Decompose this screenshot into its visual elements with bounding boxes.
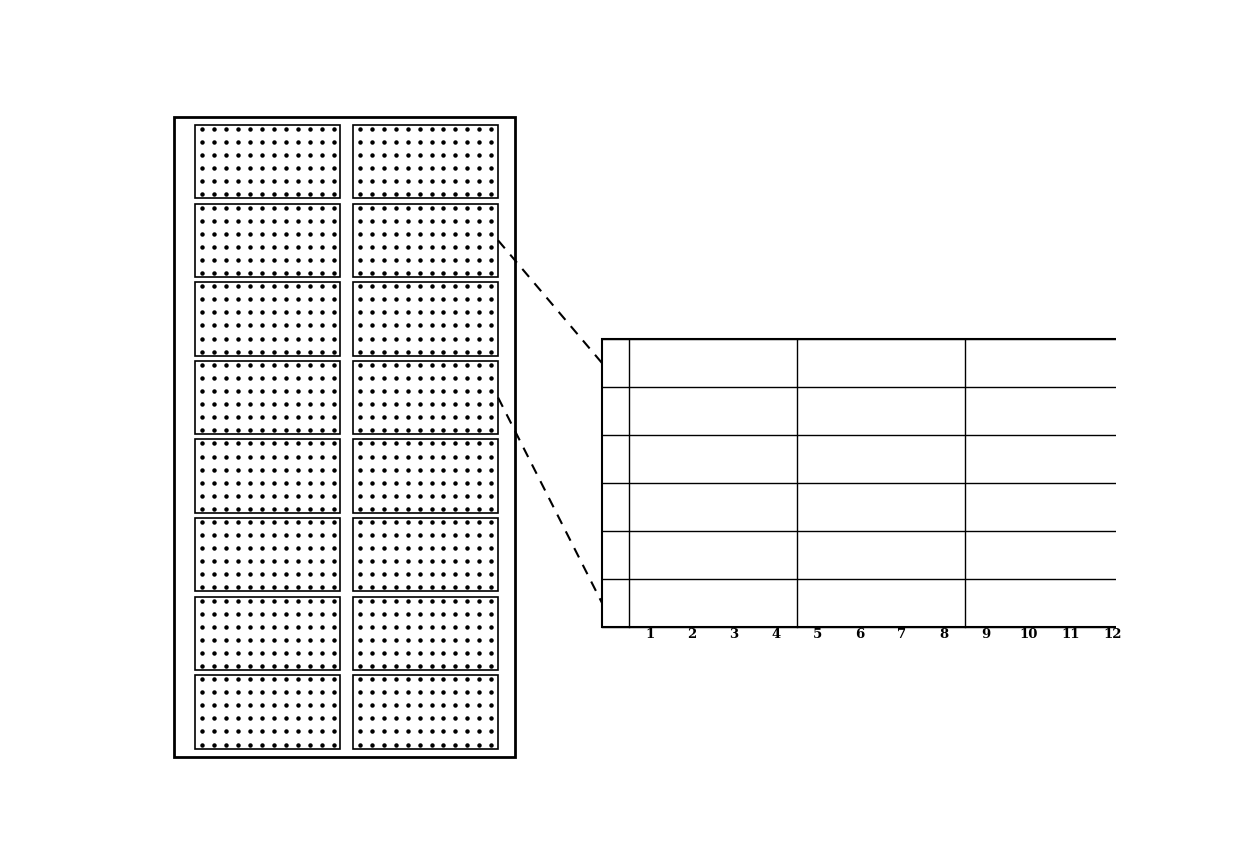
Text: Biotinylated BSA: Biotinylated BSA — [986, 596, 1112, 609]
Text: G-CSF: G-CSF — [1025, 452, 1073, 465]
Text: 2: 2 — [610, 404, 620, 417]
FancyBboxPatch shape — [353, 282, 498, 356]
Text: ENA-78: ENA-78 — [684, 356, 742, 369]
Text: 12: 12 — [1104, 628, 1121, 641]
Text: uPAR: uPAR — [1029, 548, 1069, 561]
Text: 6: 6 — [856, 628, 864, 641]
Text: MIF: MIF — [698, 500, 728, 513]
Text: HB-EGF: HB-EGF — [851, 500, 911, 513]
Text: VEGF-D: VEGF-D — [1021, 356, 1078, 369]
Text: 9: 9 — [982, 628, 991, 641]
FancyBboxPatch shape — [196, 203, 341, 277]
FancyBboxPatch shape — [196, 361, 341, 434]
Text: 11: 11 — [1061, 628, 1080, 641]
FancyBboxPatch shape — [174, 117, 516, 757]
Text: 2: 2 — [687, 628, 697, 641]
FancyBboxPatch shape — [353, 439, 498, 513]
Text: MPIF-1: MPIF-1 — [686, 596, 740, 609]
Text: TNF-RI: TNF-RI — [1023, 500, 1076, 513]
Text: MDC: MDC — [694, 452, 732, 465]
Text: 3: 3 — [611, 452, 620, 465]
FancyBboxPatch shape — [353, 203, 498, 277]
Text: BLC: BLC — [1034, 404, 1065, 417]
Text: 4: 4 — [771, 628, 780, 641]
Text: PDGF-AA: PDGF-AA — [847, 596, 915, 609]
Text: MSPa: MSPa — [859, 356, 903, 369]
FancyBboxPatch shape — [601, 339, 1133, 626]
Text: OPN: OPN — [864, 404, 898, 417]
Text: 10: 10 — [1019, 628, 1038, 641]
Text: GDF-15: GDF-15 — [853, 452, 909, 465]
Text: 4: 4 — [610, 500, 620, 513]
FancyBboxPatch shape — [196, 439, 341, 513]
Text: GCP-2: GCP-2 — [689, 404, 735, 417]
FancyBboxPatch shape — [196, 518, 341, 592]
Text: 6: 6 — [610, 596, 620, 609]
FancyBboxPatch shape — [353, 361, 498, 434]
Text: 5: 5 — [813, 628, 822, 641]
FancyBboxPatch shape — [353, 597, 498, 670]
FancyBboxPatch shape — [196, 676, 341, 748]
Text: 7: 7 — [898, 628, 906, 641]
Text: 1: 1 — [610, 356, 620, 369]
FancyBboxPatch shape — [353, 518, 498, 592]
FancyBboxPatch shape — [353, 676, 498, 748]
Text: HGF: HGF — [864, 548, 898, 561]
Text: 1: 1 — [645, 628, 655, 641]
Text: 3: 3 — [729, 628, 739, 641]
Text: 8: 8 — [940, 628, 949, 641]
FancyBboxPatch shape — [196, 597, 341, 670]
FancyBboxPatch shape — [196, 282, 341, 356]
Text: MIP-3a: MIP-3a — [686, 548, 739, 561]
Text: 5: 5 — [610, 548, 620, 561]
FancyBboxPatch shape — [196, 125, 341, 198]
FancyBboxPatch shape — [353, 125, 498, 198]
